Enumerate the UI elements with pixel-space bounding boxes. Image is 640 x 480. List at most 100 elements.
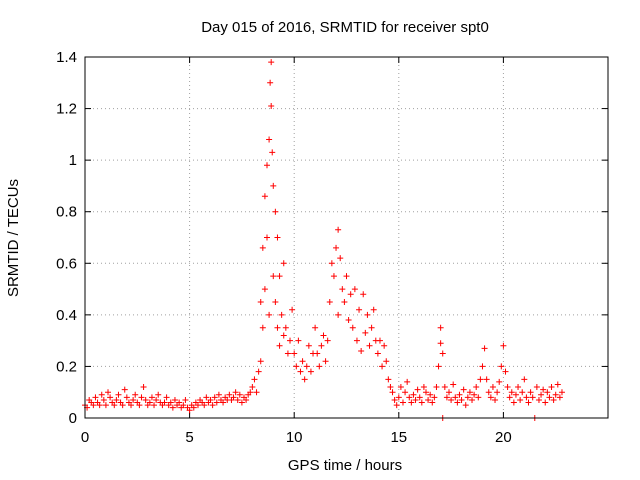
data-point bbox=[529, 394, 536, 401]
data-point bbox=[483, 376, 490, 383]
data-point bbox=[274, 324, 281, 331]
data-point bbox=[293, 363, 300, 370]
data-point bbox=[284, 350, 291, 357]
data-point bbox=[92, 394, 99, 401]
data-point bbox=[335, 226, 342, 233]
data-point bbox=[194, 402, 201, 409]
chart-title: Day 015 of 2016, SRMTID for receiver spt… bbox=[201, 19, 489, 36]
data-point bbox=[339, 286, 346, 293]
data-point bbox=[297, 368, 304, 375]
data-point bbox=[180, 402, 187, 409]
x-axis-label: GPS time / hours bbox=[288, 457, 402, 474]
data-point bbox=[383, 358, 390, 365]
data-point bbox=[477, 376, 484, 383]
data-point bbox=[148, 394, 155, 401]
data-point bbox=[267, 79, 274, 86]
data-point bbox=[272, 208, 279, 215]
data-point bbox=[460, 386, 467, 393]
data-point bbox=[485, 389, 492, 396]
data-point bbox=[230, 394, 237, 401]
data-point bbox=[201, 402, 208, 409]
data-point bbox=[318, 342, 325, 349]
data-point bbox=[435, 363, 442, 370]
data-point bbox=[299, 358, 306, 365]
data-point bbox=[345, 317, 352, 324]
data-point bbox=[408, 399, 415, 406]
data-point bbox=[326, 298, 333, 305]
data-point bbox=[356, 306, 363, 313]
data-point bbox=[393, 402, 400, 409]
data-point bbox=[305, 342, 312, 349]
data-point bbox=[471, 391, 478, 398]
data-point bbox=[389, 389, 396, 396]
data-point bbox=[115, 391, 122, 398]
data-point bbox=[138, 394, 145, 401]
x-tick-label: 15 bbox=[390, 429, 407, 446]
data-point bbox=[238, 399, 245, 406]
data-point bbox=[552, 391, 559, 398]
x-tick-label: 10 bbox=[286, 429, 303, 446]
data-point bbox=[418, 399, 425, 406]
data-point bbox=[527, 389, 534, 396]
data-point bbox=[167, 399, 174, 406]
data-point bbox=[111, 402, 118, 409]
data-point bbox=[548, 384, 555, 391]
data-point bbox=[251, 376, 258, 383]
data-point bbox=[347, 291, 354, 298]
data-point bbox=[420, 384, 427, 391]
data-point bbox=[280, 260, 287, 267]
data-point bbox=[454, 399, 461, 406]
data-point bbox=[517, 396, 524, 403]
data-point bbox=[387, 384, 394, 391]
data-point bbox=[330, 273, 337, 280]
data-point bbox=[107, 394, 114, 401]
data-point bbox=[364, 311, 371, 318]
data-point bbox=[376, 337, 383, 344]
data-point bbox=[182, 396, 189, 403]
data-point bbox=[510, 399, 517, 406]
data-point bbox=[349, 324, 356, 331]
data-point bbox=[374, 350, 381, 357]
data-point bbox=[301, 376, 308, 383]
data-point bbox=[322, 358, 329, 365]
data-point bbox=[351, 286, 358, 293]
data-point bbox=[123, 394, 130, 401]
data-point bbox=[90, 402, 97, 409]
data-point bbox=[515, 384, 522, 391]
data-point bbox=[422, 389, 429, 396]
data-point bbox=[121, 386, 128, 393]
data-point bbox=[140, 384, 147, 391]
data-point bbox=[287, 337, 294, 344]
data-point bbox=[412, 396, 419, 403]
data-point bbox=[255, 368, 262, 375]
data-point bbox=[462, 402, 469, 409]
data-point bbox=[381, 342, 388, 349]
data-point bbox=[119, 402, 126, 409]
data-point bbox=[337, 255, 344, 262]
data-point bbox=[558, 389, 565, 396]
data-point bbox=[261, 286, 268, 293]
data-point bbox=[458, 396, 465, 403]
data-point bbox=[395, 394, 402, 401]
data-point bbox=[102, 402, 109, 409]
data-point bbox=[542, 399, 549, 406]
data-point bbox=[494, 389, 501, 396]
data-point bbox=[452, 394, 459, 401]
data-point bbox=[431, 394, 438, 401]
data-point bbox=[176, 399, 183, 406]
data-point bbox=[312, 324, 319, 331]
data-point bbox=[257, 298, 264, 305]
data-point bbox=[280, 332, 287, 339]
data-point bbox=[370, 306, 377, 313]
data-point bbox=[546, 394, 553, 401]
data-point bbox=[533, 384, 540, 391]
data-point bbox=[266, 136, 273, 143]
data-point bbox=[274, 234, 281, 241]
data-point bbox=[291, 350, 298, 357]
y-tick-label: 0.4 bbox=[56, 307, 77, 324]
data-point bbox=[368, 324, 375, 331]
data-point bbox=[314, 350, 321, 357]
data-point bbox=[171, 396, 178, 403]
data-point bbox=[427, 391, 434, 398]
